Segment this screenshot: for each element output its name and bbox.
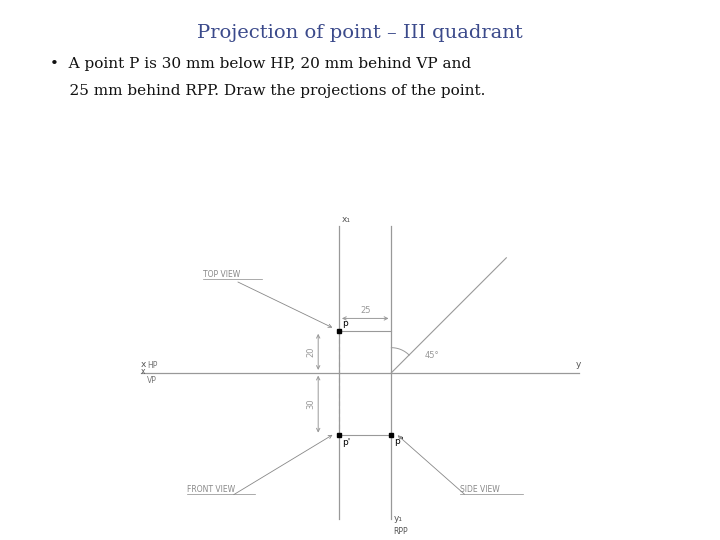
Text: p': p' (342, 437, 351, 447)
Text: 25 mm behind RPP. Draw the projections of the point.: 25 mm behind RPP. Draw the projections o… (50, 84, 486, 98)
Text: y₁: y₁ (393, 514, 402, 523)
Text: 25: 25 (360, 306, 371, 315)
Text: 45°: 45° (425, 351, 439, 360)
Text: VP: VP (147, 376, 157, 385)
Text: 20: 20 (306, 347, 315, 357)
Text: •  A point P is 30 mm below HP, 20 mm behind VP and: • A point P is 30 mm below HP, 20 mm beh… (50, 57, 472, 71)
Text: TOP VIEW: TOP VIEW (203, 269, 240, 279)
Text: SIDE VIEW: SIDE VIEW (460, 485, 500, 494)
Text: FRONT VIEW: FRONT VIEW (186, 485, 235, 494)
Text: p": p" (395, 436, 405, 446)
Text: x₁: x₁ (342, 215, 351, 224)
Text: y: y (576, 360, 582, 369)
Text: Projection of point – III quadrant: Projection of point – III quadrant (197, 24, 523, 42)
Text: 30: 30 (306, 399, 315, 409)
Text: p: p (342, 320, 348, 328)
Text: HP: HP (147, 361, 157, 370)
Text: x: x (140, 367, 145, 376)
Text: RPP: RPP (393, 528, 408, 536)
Text: x: x (140, 360, 146, 369)
